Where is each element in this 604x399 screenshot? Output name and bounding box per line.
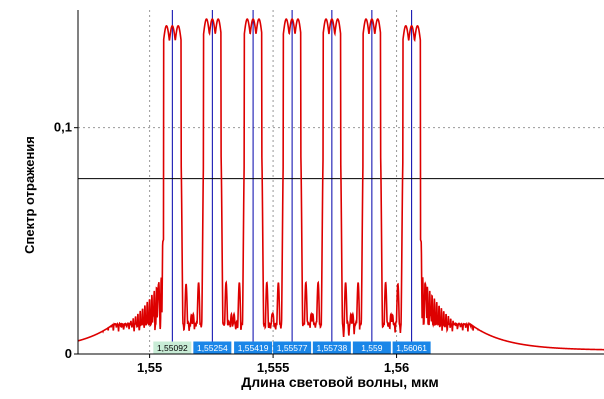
channel-label-text: 1,55577 [277,343,308,353]
channel-label-text: 1,55254 [197,343,228,353]
channel-label-text: 1,55419 [238,343,269,353]
channel-label-text: 1,56061 [396,343,427,353]
channel-label-box [312,341,351,354]
channel-label-text: 1,55092 [157,343,188,353]
channel-label-text: 1,559 [361,343,383,353]
channel-label-box [392,341,431,354]
channel-label-box [193,341,232,354]
channel-label-box [352,341,391,354]
channel-label-text: 1,55738 [316,343,347,353]
spectrum-line [77,18,604,351]
y-tick-label: 0 [65,346,72,361]
x-axis-label: Длина световой волны, мкм [241,374,439,390]
y-axis-label: Спектр отражения [22,136,37,254]
axes-layer: 1,55 1,555 1,56 0 0,1 [54,10,604,375]
series-layer [77,18,604,351]
x-tick-label: 1,555 [257,360,290,375]
channel-label-box [234,341,273,354]
channel-label-box [273,341,312,354]
x-tick-label: 1,56 [384,360,409,375]
channel-label-box [153,341,192,354]
x-tick-label: 1,55 [137,360,162,375]
marker-label-layer: 1,55092 1,55254 1,55419 1,55577 1,55738 1,559… [153,341,431,354]
y-tick-label: 0,1 [54,120,72,135]
marker-layer [78,10,604,354]
